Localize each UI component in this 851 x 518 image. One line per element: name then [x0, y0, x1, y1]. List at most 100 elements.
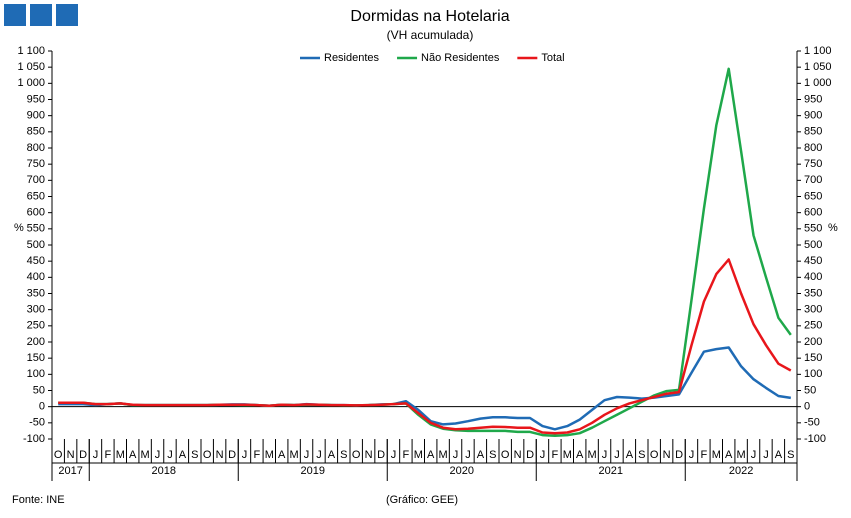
y-tick-label: -50 [29, 417, 45, 429]
y-tick-label: 1 050 [17, 61, 45, 73]
x-tick-label: J [751, 449, 757, 461]
x-tick-label: M [141, 449, 150, 461]
y2-tick-label: 100 [804, 368, 822, 380]
x-tick-label: S [191, 449, 198, 461]
y2-tick-label: 650 [804, 190, 822, 202]
y2-tick-label: 850 [804, 126, 822, 138]
year-label: 2021 [599, 465, 623, 477]
x-tick-label: J [602, 449, 608, 461]
x-tick-label: A [477, 449, 485, 461]
x-tick-label: J [465, 449, 471, 461]
x-tick-label: J [93, 449, 99, 461]
x-tick-label: J [689, 449, 695, 461]
x-tick-label: F [552, 449, 559, 461]
y2-tick-label: 900 [804, 110, 822, 122]
y2-tick-label: -100 [804, 433, 826, 445]
y2-tick-label: 0 [804, 401, 810, 413]
x-tick-label: D [526, 449, 534, 461]
x-tick-label: O [54, 449, 63, 461]
x-tick-label: N [67, 449, 75, 461]
y-tick-label: 500 [27, 239, 45, 251]
y-tick-label: 600 [27, 207, 45, 219]
y-tick-label: 750 [27, 158, 45, 170]
x-tick-label: J [167, 449, 173, 461]
x-tick-label: J [763, 449, 769, 461]
y-tick-label: 150 [27, 352, 45, 364]
y-tick-label: 50 [33, 384, 45, 396]
y-tick-label: 1 100 [17, 45, 45, 57]
y2-tick-label: 200 [804, 336, 822, 348]
y2-tick-label: 350 [804, 287, 822, 299]
x-tick-label: O [203, 449, 212, 461]
year-label: 2019 [301, 465, 325, 477]
y2-tick-label: 250 [804, 320, 822, 332]
y-tick-label: 1 000 [17, 77, 45, 89]
x-tick-label: A [775, 449, 783, 461]
y2-tick-label: 550 [804, 223, 822, 235]
x-tick-label: M [712, 449, 721, 461]
x-tick-label: M [290, 449, 299, 461]
x-tick-label: A [129, 449, 137, 461]
logo-block [4, 4, 26, 26]
y-tick-label: 0 [39, 401, 45, 413]
y-tick-label: 700 [27, 174, 45, 186]
x-tick-label: S [638, 449, 645, 461]
x-tick-label: A [179, 449, 187, 461]
y2-tick-label: 300 [804, 304, 822, 316]
x-tick-label: A [725, 449, 733, 461]
x-tick-label: J [316, 449, 322, 461]
year-label: 2018 [152, 465, 176, 477]
x-tick-label: F [403, 449, 410, 461]
y-tick-label: 100 [27, 368, 45, 380]
footer-credit: (Gráfico: GEE) [386, 494, 458, 506]
y-tick-label: 950 [27, 93, 45, 105]
y-tick-label: 250 [27, 320, 45, 332]
y-tick-label: 400 [27, 271, 45, 283]
y2-axis-label: % [828, 222, 838, 234]
y-tick-label: 550 [27, 223, 45, 235]
x-tick-label: F [105, 449, 112, 461]
y-tick-label: 800 [27, 142, 45, 154]
x-tick-label: N [514, 449, 522, 461]
y2-tick-label: 500 [804, 239, 822, 251]
footer-source: Fonte: INE [12, 494, 65, 506]
y2-tick-label: 600 [804, 207, 822, 219]
chart-subtitle: (VH acumulada) [387, 28, 474, 42]
x-tick-label: J [614, 449, 620, 461]
year-label: 2017 [58, 465, 82, 477]
year-label: 2020 [450, 465, 474, 477]
x-tick-label: F [701, 449, 708, 461]
x-tick-label: A [626, 449, 634, 461]
x-tick-label: S [340, 449, 347, 461]
x-tick-label: M [439, 449, 448, 461]
y2-tick-label: -50 [804, 417, 820, 429]
y2-tick-label: 1 050 [804, 61, 832, 73]
x-tick-label: A [427, 449, 435, 461]
y-tick-label: 350 [27, 287, 45, 299]
x-tick-label: M [414, 449, 423, 461]
x-tick-label: O [501, 449, 510, 461]
x-tick-label: D [228, 449, 236, 461]
x-tick-label: J [391, 449, 397, 461]
x-tick-label: N [216, 449, 224, 461]
y2-tick-label: 450 [804, 255, 822, 267]
y2-tick-label: 400 [804, 271, 822, 283]
y-axis-label: % [14, 222, 24, 234]
y-tick-label: 450 [27, 255, 45, 267]
x-tick-label: S [787, 449, 794, 461]
y-tick-label: 200 [27, 336, 45, 348]
x-tick-label: A [576, 449, 584, 461]
y2-tick-label: 1 100 [804, 45, 832, 57]
x-tick-label: M [265, 449, 274, 461]
x-tick-label: A [328, 449, 336, 461]
y-tick-label: 900 [27, 110, 45, 122]
x-tick-label: M [116, 449, 125, 461]
x-tick-label: F [254, 449, 261, 461]
legend-label: Residentes [324, 52, 380, 64]
y2-tick-label: 150 [804, 352, 822, 364]
x-tick-label: J [453, 449, 459, 461]
x-tick-label: O [352, 449, 361, 461]
series-line [58, 258, 792, 435]
x-tick-label: A [278, 449, 286, 461]
